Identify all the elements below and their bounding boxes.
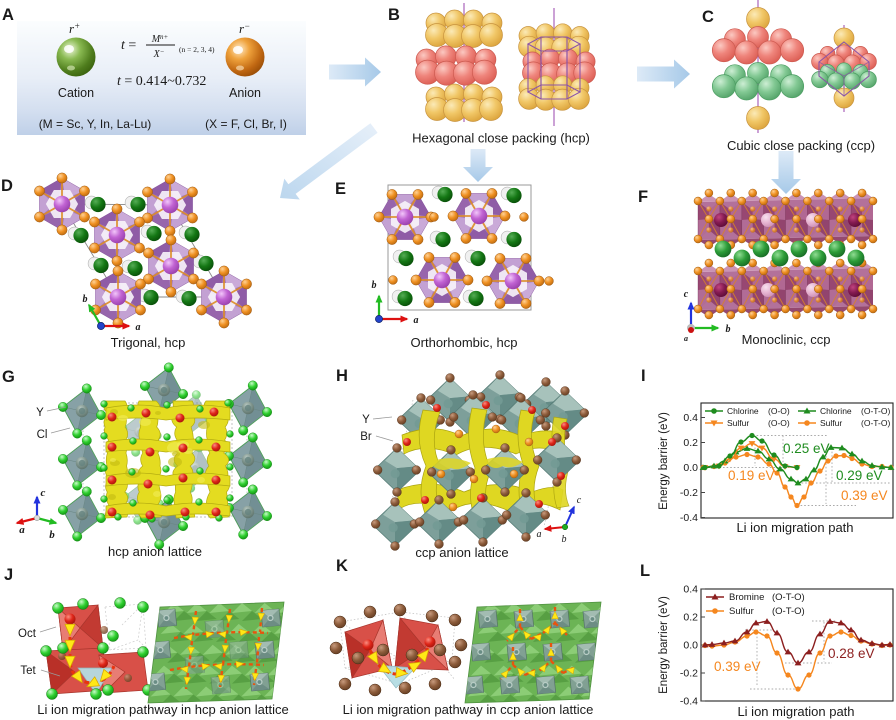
svg-text:Anion: Anion: [229, 86, 261, 100]
svg-text:a: a: [19, 524, 25, 536]
svg-text:Energy barrier (eV): Energy barrier (eV): [658, 412, 670, 510]
svg-text:0.28 eV: 0.28 eV: [828, 646, 875, 661]
svg-text:H: H: [336, 367, 348, 385]
svg-text:a: a: [414, 315, 419, 326]
svg-text:-0.4: -0.4: [680, 512, 698, 524]
svg-text:(X = F, Cl, Br, I): (X = F, Cl, Br, I): [205, 117, 287, 131]
svg-text:0.25 eV: 0.25 eV: [783, 441, 830, 456]
svg-text:-0.4: -0.4: [680, 696, 698, 708]
svg-text:(O-T-O): (O-T-O): [772, 592, 805, 603]
svg-text:L: L: [640, 562, 650, 580]
svg-text:0.39 eV: 0.39 eV: [714, 659, 761, 674]
svg-text:(M = Sc, Y, In, La-Lu): (M = Sc, Y, In, La-Lu): [39, 117, 152, 131]
svg-text:Tet: Tet: [20, 665, 36, 677]
svg-text:(O-O): (O-O): [768, 406, 790, 416]
svg-text:0.2: 0.2: [683, 437, 698, 449]
svg-text:Sulfur: Sulfur: [820, 418, 842, 428]
svg-text:Energy barrier (eV): Energy barrier (eV): [658, 596, 670, 694]
svg-text:J: J: [4, 566, 13, 584]
svg-text:(O-T-O): (O-T-O): [861, 406, 890, 416]
svg-text:Sulfur: Sulfur: [727, 418, 749, 428]
svg-text:-0.2: -0.2: [680, 487, 698, 499]
svg-text:K: K: [336, 557, 348, 575]
svg-text:0.0: 0.0: [683, 640, 698, 652]
svg-text:hcp anion lattice: hcp anion lattice: [108, 544, 202, 559]
svg-text:I: I: [641, 367, 646, 385]
svg-text:Trigonal, hcp: Trigonal, hcp: [111, 335, 186, 350]
svg-text:b: b: [562, 534, 567, 545]
svg-text:0.4: 0.4: [683, 412, 698, 424]
svg-text:Y: Y: [36, 407, 44, 419]
svg-text:G: G: [2, 368, 15, 386]
svg-text:A: A: [2, 6, 14, 24]
svg-text:Br: Br: [360, 431, 372, 443]
svg-text:Chlorine: Chlorine: [820, 406, 852, 416]
svg-text:b: b: [372, 280, 377, 291]
svg-text:t = 0.414~0.732: t = 0.414~0.732: [117, 74, 206, 89]
svg-text:Li ion migration pathway in cc: Li ion migration pathway in ccp anion la…: [343, 702, 594, 717]
svg-text:0.19 eV: 0.19 eV: [728, 468, 775, 483]
svg-text:D: D: [1, 177, 13, 195]
svg-text:Chlorine: Chlorine: [727, 406, 759, 416]
svg-text:Monoclinic, ccp: Monoclinic, ccp: [742, 332, 831, 347]
svg-text:Y: Y: [362, 414, 370, 426]
svg-text:Cl: Cl: [37, 429, 48, 441]
svg-text:E: E: [335, 180, 346, 198]
svg-text:Oct: Oct: [18, 628, 37, 640]
svg-text:a: a: [136, 322, 141, 333]
svg-text:c: c: [577, 495, 582, 506]
svg-text:B: B: [388, 6, 400, 24]
svg-text:(O-T-O): (O-T-O): [861, 418, 890, 428]
svg-text:a: a: [684, 334, 688, 343]
svg-text:c: c: [41, 487, 46, 499]
svg-text:r+: r+: [69, 21, 80, 36]
svg-text:-0.2: -0.2: [680, 668, 698, 680]
svg-text:ccp anion lattice: ccp anion lattice: [415, 545, 508, 560]
svg-text:0.0: 0.0: [683, 462, 698, 474]
svg-text:c: c: [684, 289, 689, 300]
svg-text:Bromine: Bromine: [729, 592, 764, 603]
svg-text:b: b: [726, 324, 731, 335]
svg-text:0.2: 0.2: [683, 612, 698, 624]
svg-text:Sulfur: Sulfur: [729, 606, 754, 617]
svg-text:Li ion migration path: Li ion migration path: [737, 704, 854, 719]
svg-text:0.29 eV: 0.29 eV: [836, 468, 883, 483]
svg-text:0.39 eV: 0.39 eV: [841, 488, 888, 503]
svg-text:(O-T-O): (O-T-O): [772, 606, 805, 617]
svg-text:r−: r−: [239, 21, 250, 36]
svg-text:(O-O): (O-O): [768, 418, 790, 428]
svg-text:t =: t =: [121, 38, 136, 53]
svg-text:Orthorhombic, hcp: Orthorhombic, hcp: [411, 335, 518, 350]
svg-text:(n = 2, 3, 4): (n = 2, 3, 4): [179, 45, 215, 54]
svg-text:Hexagonal close packing (hcp): Hexagonal close packing (hcp): [412, 131, 590, 146]
svg-text:C: C: [702, 8, 714, 26]
svg-text:a: a: [537, 529, 542, 540]
svg-text:0.4: 0.4: [683, 584, 698, 596]
svg-text:F: F: [638, 188, 648, 206]
svg-text:b: b: [83, 294, 88, 305]
svg-text:b: b: [49, 529, 55, 541]
svg-text:Li ion migration path: Li ion migration path: [736, 520, 853, 535]
svg-text:Li ion migration pathway in hc: Li ion migration pathway in hcp anion la…: [37, 702, 288, 717]
svg-text:Cubic close packing (ccp): Cubic close packing (ccp): [727, 138, 875, 153]
svg-text:Cation: Cation: [58, 86, 94, 100]
